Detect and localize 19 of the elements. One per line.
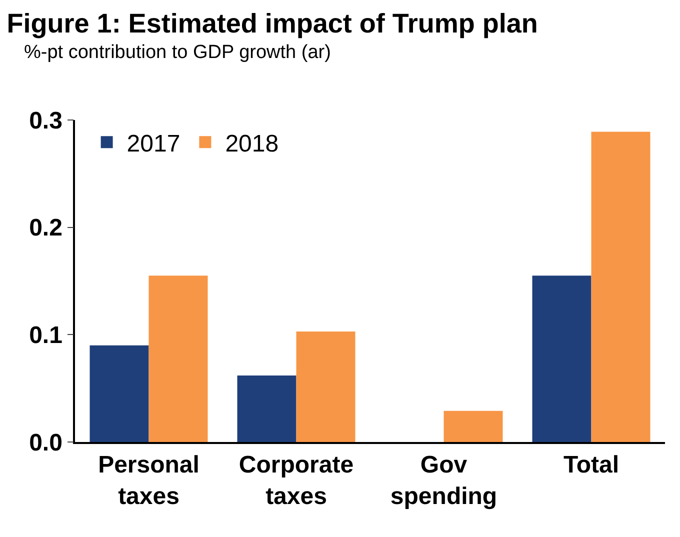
bar bbox=[296, 331, 356, 442]
legend-label: 2018 bbox=[225, 130, 279, 158]
y-tick-label: 0.1 bbox=[29, 322, 62, 350]
x-tick-label: Corporate taxes bbox=[238, 452, 354, 510]
y-tick-label: 0.2 bbox=[29, 214, 62, 242]
x-tick-label: Personal taxes bbox=[98, 452, 200, 510]
bar bbox=[444, 410, 503, 442]
bar bbox=[90, 345, 149, 442]
bar bbox=[237, 375, 296, 442]
y-tick-label: 0.3 bbox=[29, 107, 62, 134]
x-tick-label: Total bbox=[563, 452, 620, 479]
legend-label: 2017 bbox=[126, 130, 180, 158]
bar bbox=[591, 132, 650, 442]
x-tick-label: Gov spending bbox=[390, 452, 498, 510]
chart-title: Figure 1: Estimated impact of Trump plan bbox=[6, 8, 538, 38]
chart-subtitle: %-pt contribution to GDP growth (ar) bbox=[24, 42, 331, 63]
bar bbox=[532, 276, 592, 442]
bar bbox=[148, 276, 208, 442]
y-tick-label: 0.0 bbox=[29, 429, 62, 456]
